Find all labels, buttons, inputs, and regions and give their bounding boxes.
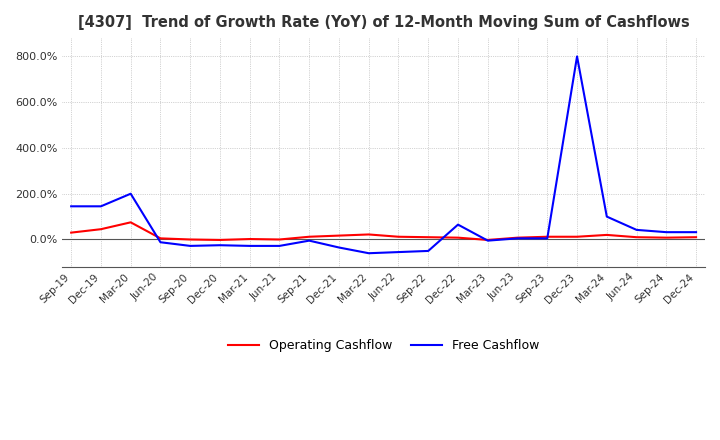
- Operating Cashflow: [603, 232, 611, 238]
- Operating Cashflow: [394, 234, 402, 239]
- Free Cashflow: [96, 204, 105, 209]
- Operating Cashflow: [305, 234, 313, 239]
- Operating Cashflow: [483, 237, 492, 242]
- Operating Cashflow: [513, 235, 522, 240]
- Free Cashflow: [215, 242, 224, 248]
- Free Cashflow: [305, 238, 313, 243]
- Operating Cashflow: [186, 237, 194, 242]
- Free Cashflow: [424, 248, 433, 253]
- Operating Cashflow: [572, 234, 581, 239]
- Operating Cashflow: [246, 236, 254, 242]
- Free Cashflow: [156, 240, 165, 245]
- Free Cashflow: [126, 191, 135, 196]
- Line: Free Cashflow: Free Cashflow: [71, 56, 696, 253]
- Operating Cashflow: [424, 235, 433, 240]
- Free Cashflow: [603, 214, 611, 219]
- Free Cashflow: [186, 243, 194, 249]
- Operating Cashflow: [632, 235, 641, 240]
- Free Cashflow: [67, 204, 76, 209]
- Operating Cashflow: [543, 234, 552, 239]
- Operating Cashflow: [275, 237, 284, 242]
- Free Cashflow: [454, 222, 462, 227]
- Operating Cashflow: [215, 237, 224, 242]
- Operating Cashflow: [662, 235, 670, 240]
- Operating Cashflow: [692, 235, 701, 240]
- Free Cashflow: [335, 245, 343, 250]
- Free Cashflow: [692, 230, 701, 235]
- Free Cashflow: [275, 243, 284, 249]
- Legend: Operating Cashflow, Free Cashflow: Operating Cashflow, Free Cashflow: [222, 334, 544, 357]
- Operating Cashflow: [67, 230, 76, 235]
- Operating Cashflow: [96, 227, 105, 232]
- Operating Cashflow: [126, 220, 135, 225]
- Free Cashflow: [632, 227, 641, 232]
- Free Cashflow: [513, 236, 522, 241]
- Free Cashflow: [662, 230, 670, 235]
- Free Cashflow: [364, 251, 373, 256]
- Operating Cashflow: [364, 232, 373, 237]
- Free Cashflow: [394, 249, 402, 255]
- Free Cashflow: [246, 243, 254, 249]
- Free Cashflow: [572, 54, 581, 59]
- Title: [4307]  Trend of Growth Rate (YoY) of 12-Month Moving Sum of Cashflows: [4307] Trend of Growth Rate (YoY) of 12-…: [78, 15, 690, 30]
- Operating Cashflow: [156, 236, 165, 241]
- Operating Cashflow: [335, 233, 343, 238]
- Free Cashflow: [543, 236, 552, 241]
- Operating Cashflow: [454, 235, 462, 240]
- Free Cashflow: [483, 238, 492, 243]
- Line: Operating Cashflow: Operating Cashflow: [71, 222, 696, 240]
